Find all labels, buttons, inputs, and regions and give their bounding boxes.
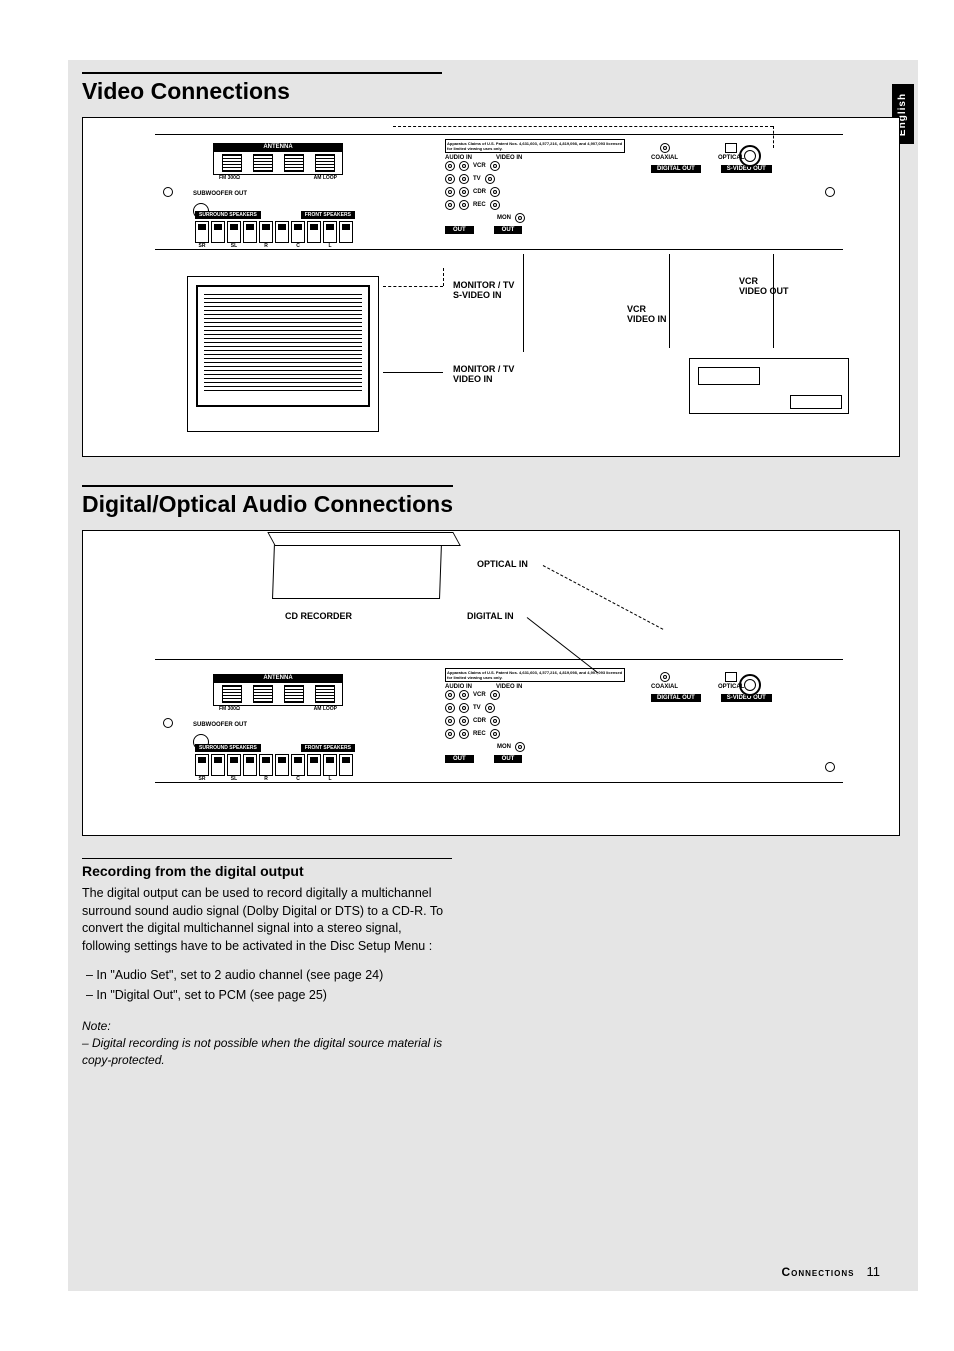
section-title-digital: Digital/Optical Audio Connections [82, 485, 453, 518]
page-content: Video Connections ANTENNA FM 300ΩAM LOOP… [82, 72, 900, 1279]
receiver-rear-panel-2: ANTENNA FM 300ΩAM LOOP SUBWOOFER OUT SUR… [155, 659, 843, 783]
note-label: Note: [82, 1019, 900, 1033]
digital-audio-diagram: CD RECORDER OPTICAL IN DIGITAL IN ANTENN… [82, 530, 900, 836]
vcr-unit [689, 358, 849, 414]
page-footer: Connections 11 [781, 1264, 880, 1279]
receiver-rear-panel: ANTENNA FM 300ΩAM LOOP SUBWOOFER OUT SUR… [155, 134, 843, 250]
note-text: – Digital recording is not possible when… [82, 1035, 452, 1069]
cd-recorder [272, 543, 442, 599]
sub-heading-recording: Recording from the digital output [82, 858, 452, 879]
monitor-tv [187, 276, 379, 432]
body-paragraph: The digital output can be used to record… [82, 885, 452, 955]
video-connections-diagram: ANTENNA FM 300ΩAM LOOP SUBWOOFER OUT SUR… [82, 117, 900, 457]
section-title-video: Video Connections [82, 72, 442, 105]
settings-list: – In "Audio Set", set to 2 audio channel… [82, 965, 452, 1005]
